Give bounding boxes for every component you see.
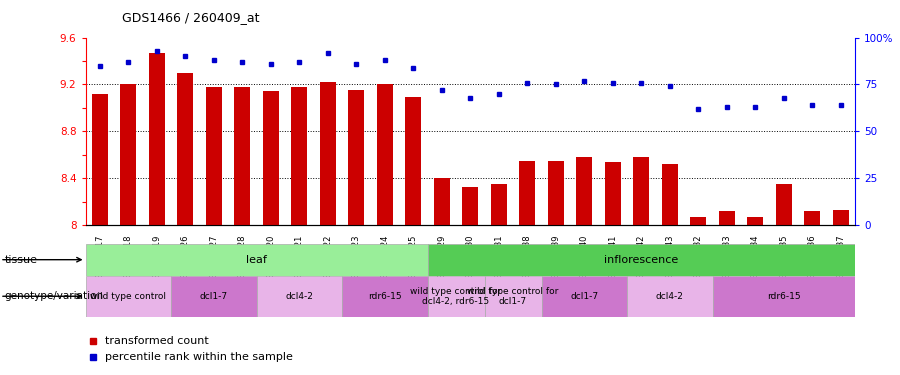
Bar (121, 84, 136, 225)
Bar (206, 87, 221, 225)
Bar (627, 276, 713, 317)
Bar (292, 87, 307, 225)
Text: wild type control for
dcl4-2, rdr6-15: wild type control for dcl4-2, rdr6-15 (410, 286, 501, 306)
Bar (484, 276, 542, 317)
Text: percentile rank within the sample: percentile rank within the sample (104, 352, 292, 362)
Bar (776, 184, 792, 225)
Bar (434, 178, 450, 225)
Bar (263, 92, 279, 225)
Text: dcl1-7: dcl1-7 (200, 292, 228, 301)
Bar (542, 276, 627, 317)
Bar (148, 53, 165, 225)
Bar (747, 217, 763, 225)
Bar (177, 73, 194, 225)
Text: wild type control: wild type control (90, 292, 166, 301)
Bar (348, 90, 364, 225)
Text: tissue: tissue (4, 255, 38, 265)
Bar (719, 211, 734, 225)
Bar (86, 244, 428, 276)
Text: dcl4-2: dcl4-2 (656, 292, 684, 301)
Text: genotype/variation: genotype/variation (4, 291, 104, 301)
Text: dcl4-2: dcl4-2 (285, 292, 313, 301)
Bar (428, 244, 855, 276)
Bar (92, 94, 108, 225)
Bar (491, 184, 507, 225)
Bar (576, 157, 592, 225)
Bar (405, 97, 421, 225)
Bar (256, 276, 342, 317)
Text: rdr6-15: rdr6-15 (767, 292, 801, 301)
Text: leaf: leaf (246, 255, 267, 265)
Bar (605, 162, 621, 225)
Bar (548, 160, 563, 225)
Text: rdr6-15: rdr6-15 (368, 292, 401, 301)
Text: inflorescence: inflorescence (604, 255, 679, 265)
Bar (805, 211, 820, 225)
Text: transformed count: transformed count (104, 336, 209, 345)
Bar (171, 276, 256, 317)
Bar (832, 210, 849, 225)
Bar (463, 188, 478, 225)
Text: wild type control for
dcl1-7: wild type control for dcl1-7 (467, 286, 559, 306)
Bar (342, 276, 428, 317)
Bar (662, 164, 678, 225)
Bar (234, 87, 250, 225)
Bar (428, 276, 484, 317)
Text: dcl1-7: dcl1-7 (571, 292, 598, 301)
Bar (634, 157, 649, 225)
Bar (86, 276, 171, 317)
Bar (519, 160, 536, 225)
Bar (690, 217, 707, 225)
Bar (377, 84, 392, 225)
Text: GDS1466 / 260409_at: GDS1466 / 260409_at (122, 11, 259, 24)
Bar (713, 276, 855, 317)
Bar (320, 82, 336, 225)
